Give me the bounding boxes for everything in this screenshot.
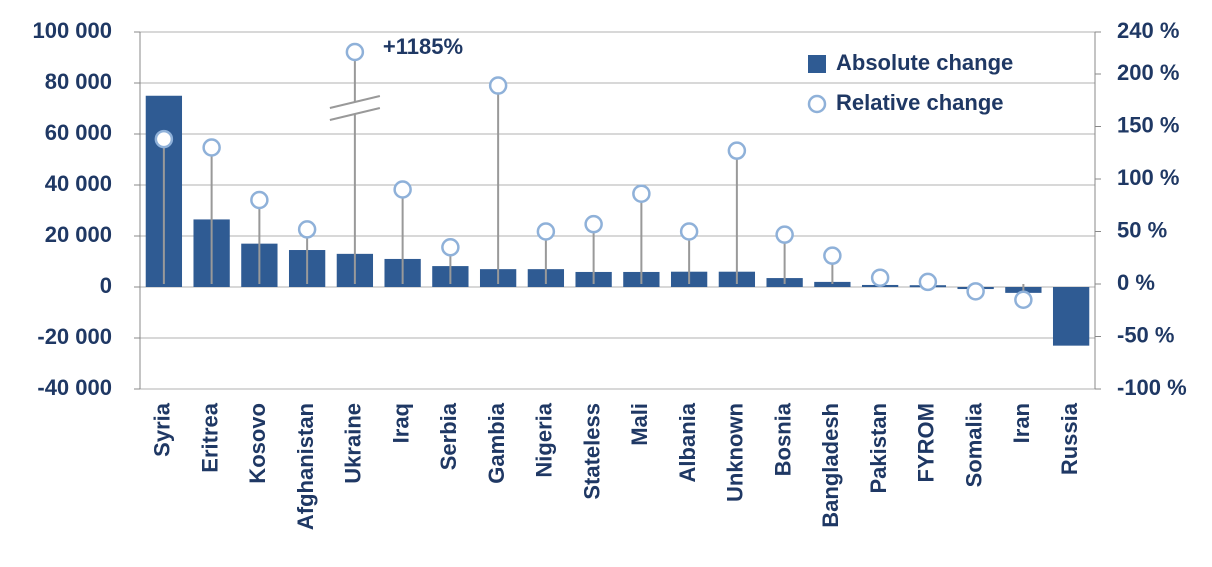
x-tick-label: Nigeria <box>532 402 557 477</box>
y2-tick-label: 150 % <box>1117 112 1179 137</box>
marker <box>918 272 938 292</box>
y-tick-label: 100 000 <box>32 18 112 43</box>
x-tick-label: Afghanistan <box>293 403 318 530</box>
axis-break-gap <box>329 102 380 114</box>
x-tick-label: Eritrea <box>197 402 222 472</box>
y-tick-label: 0 <box>100 273 112 298</box>
bar <box>814 281 851 287</box>
y-tick-label: 40 000 <box>45 171 112 196</box>
y-tick-label: 60 000 <box>45 120 112 145</box>
x-tick-label: Albania <box>675 402 700 482</box>
marker <box>966 282 985 301</box>
y2-tick-label: 50 % <box>1117 217 1167 242</box>
y2-tick-label: 240 % <box>1117 18 1179 43</box>
marker <box>297 220 317 239</box>
y2-tick-label: -100 % <box>1117 375 1187 400</box>
marker <box>727 141 747 160</box>
marker <box>632 184 651 203</box>
legend-swatch <box>808 55 826 73</box>
x-tick-label: FYROM <box>914 403 939 482</box>
x-tick-label: Somalia <box>961 402 986 487</box>
x-tick-label: Bosnia <box>770 402 795 476</box>
annotation: +1185% <box>383 34 463 59</box>
y-tick-label: 80 000 <box>45 69 112 94</box>
marker <box>154 129 174 149</box>
x-tick-label: Bangladesh <box>818 403 843 528</box>
x-tick-label: Gambia <box>484 402 509 483</box>
x-tick-label: Kosovo <box>245 403 270 484</box>
x-tick-label: Pakistan <box>866 403 891 494</box>
y2-tick-label: 200 % <box>1117 60 1179 85</box>
marker <box>536 222 556 241</box>
bar <box>1052 287 1090 346</box>
marker <box>488 76 508 95</box>
x-tick-label: Iran <box>1009 403 1034 443</box>
marker <box>823 246 842 265</box>
y-tick-label: -40 000 <box>37 375 112 400</box>
marker <box>584 214 603 234</box>
y2-tick-label: 0 % <box>1117 270 1155 295</box>
marker <box>1014 290 1033 309</box>
y2-tick-label: 100 % <box>1117 165 1179 190</box>
x-tick-label: Iraq <box>388 403 413 443</box>
x-tick-label: Syria <box>150 402 175 457</box>
marker <box>870 268 890 287</box>
y-tick-label: -20 000 <box>37 324 112 349</box>
y2-tick-label: -50 % <box>1117 322 1174 347</box>
axis-break <box>329 95 381 109</box>
x-tick-label: Serbia <box>436 402 461 470</box>
x-tick-label: Ukraine <box>341 403 366 484</box>
marker <box>202 138 221 157</box>
marker <box>775 225 794 244</box>
legend-label: Absolute change <box>836 50 1013 75</box>
y-tick-label: 20 000 <box>45 222 112 247</box>
axis-break <box>329 107 381 121</box>
x-tick-label: Unknown <box>723 403 748 502</box>
x-tick-label: Stateless <box>579 403 604 500</box>
marker <box>441 238 460 257</box>
marker <box>345 42 365 62</box>
x-tick-label: Mali <box>627 403 652 446</box>
marker <box>250 190 269 210</box>
legend-label: Relative change <box>836 90 1004 115</box>
marker <box>393 180 412 199</box>
legend-marker <box>807 94 827 114</box>
marker <box>679 222 699 241</box>
x-tick-label: Russia <box>1057 402 1082 475</box>
